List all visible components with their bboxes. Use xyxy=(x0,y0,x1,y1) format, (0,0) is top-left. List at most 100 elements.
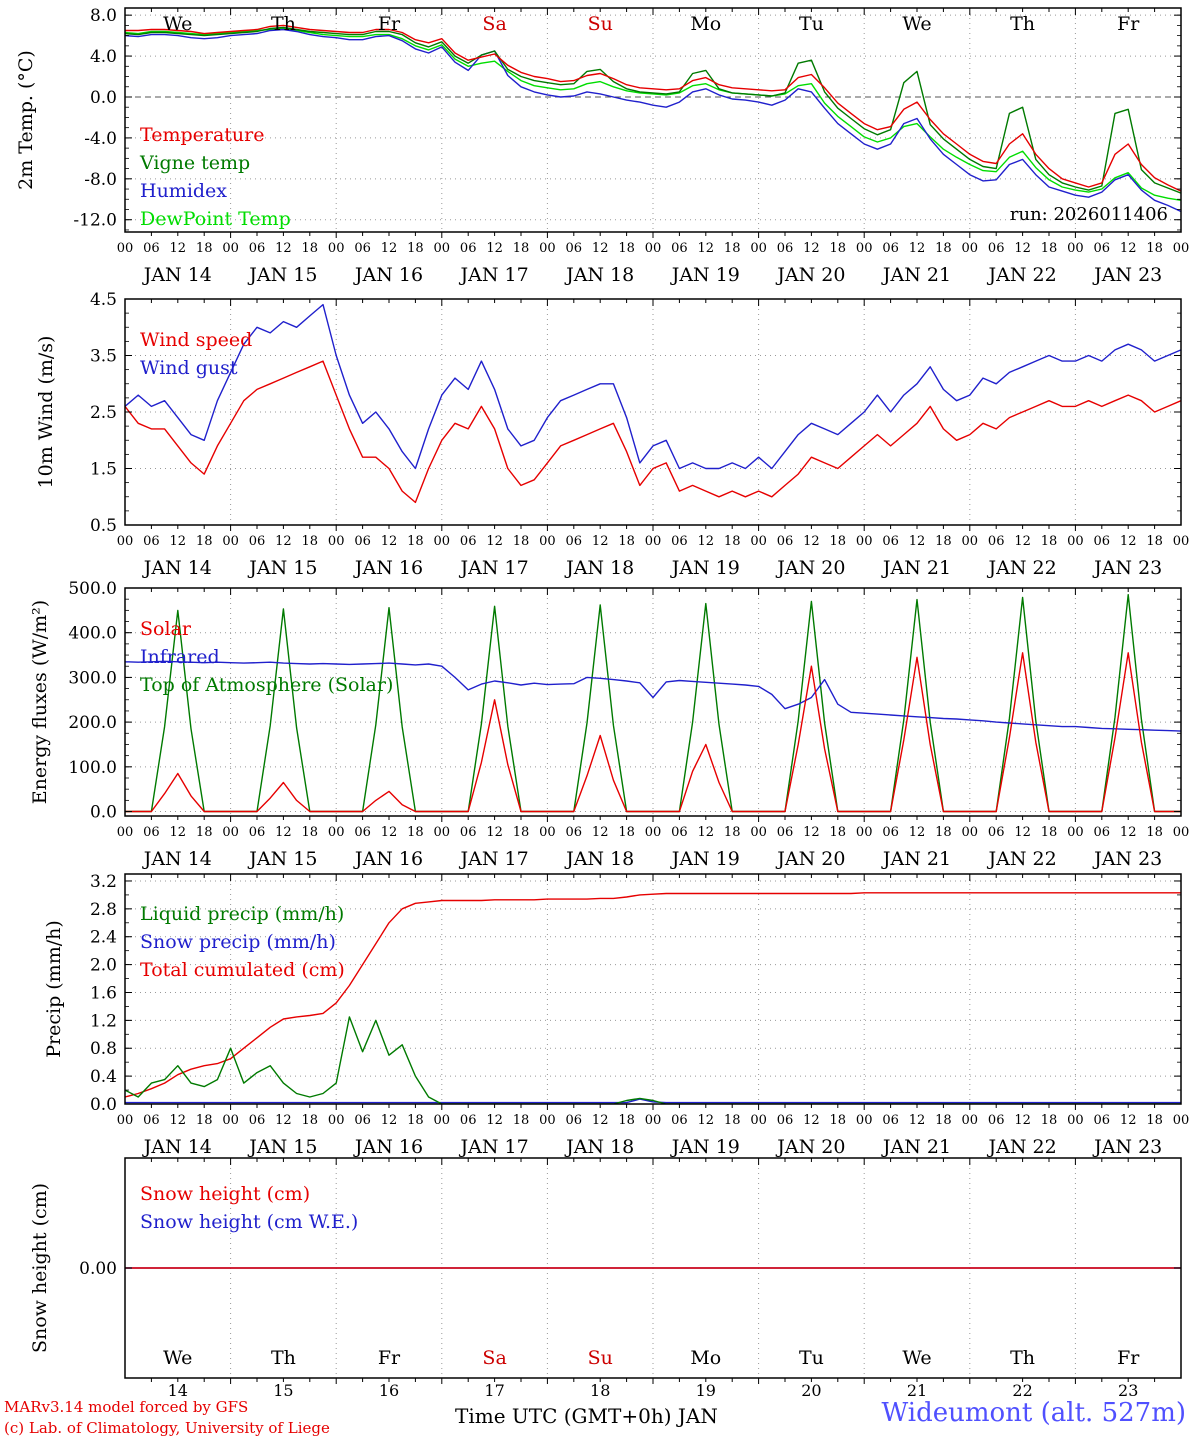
day-name: Th xyxy=(1010,1347,1035,1369)
tick-label: 0.00 xyxy=(79,1259,117,1279)
date-label: 16 xyxy=(379,1381,399,1400)
day-name: Fr xyxy=(1117,1347,1140,1369)
tick-label: 06 xyxy=(988,1113,1005,1128)
tick-label: 12 xyxy=(592,1113,609,1128)
tick-label: 1.6 xyxy=(90,983,117,1003)
date-label: 17 xyxy=(484,1381,504,1400)
tick-label: 12 xyxy=(1120,241,1137,256)
tick-label: 12 xyxy=(170,534,187,549)
tick-label: 00 xyxy=(222,825,239,840)
legend-item-dewpoint: DewPoint Temp xyxy=(140,208,291,230)
ylabel-temperature: 2m Temp. (°C) xyxy=(15,50,37,190)
temperature-legend: Temperature Vigne temp Humidex DewPoint … xyxy=(140,121,291,233)
date-label: JAN 21 xyxy=(881,848,951,870)
tick-label: 00 xyxy=(117,534,134,549)
tick-label: 12 xyxy=(698,1113,715,1128)
tick-label: 300.0 xyxy=(68,668,117,688)
tick-label: 06 xyxy=(460,1113,477,1128)
tick-label: 0.0 xyxy=(90,803,117,823)
tick-label: 06 xyxy=(143,825,160,840)
tick-label: 06 xyxy=(354,534,371,549)
tick-label: 0.0 xyxy=(90,88,117,108)
tick-label: 06 xyxy=(143,241,160,256)
day-name: We xyxy=(902,1347,931,1369)
tick-label: 06 xyxy=(249,825,266,840)
date-label: JAN 20 xyxy=(775,1136,845,1158)
tick-label: 18 xyxy=(302,1113,319,1128)
date-label: JAN 21 xyxy=(881,1136,951,1158)
tick-label: 18 xyxy=(407,241,424,256)
tick-label: 18 xyxy=(302,534,319,549)
tick-label: 18 xyxy=(196,241,213,256)
tick-label: 12 xyxy=(381,241,398,256)
precip-legend: Liquid precip (mm/h) Snow precip (mm/h) … xyxy=(140,900,345,984)
tick-label: 00 xyxy=(328,1113,345,1128)
tick-label: 12 xyxy=(381,825,398,840)
tick-label: 12 xyxy=(803,1113,820,1128)
tick-label: 12 xyxy=(1120,1113,1137,1128)
tick-label: 100.0 xyxy=(68,758,117,778)
legend-item-temperature: Temperature xyxy=(140,124,265,146)
tick-label: 18 xyxy=(618,241,635,256)
date-label: JAN 20 xyxy=(775,557,845,579)
tick-label: 18 xyxy=(407,534,424,549)
wind-legend: Wind speed Wind gust xyxy=(140,326,252,382)
tick-label: 12 xyxy=(1014,534,1031,549)
tick-label: 00 xyxy=(328,825,345,840)
tick-label: 06 xyxy=(777,534,794,549)
tick-label: 18 xyxy=(830,241,847,256)
tick-label: 06 xyxy=(460,241,477,256)
tick-label: 18 xyxy=(196,1113,213,1128)
date-label: JAN 14 xyxy=(142,848,212,870)
tick-label: 00 xyxy=(434,1113,451,1128)
tick-label: 00 xyxy=(962,1113,979,1128)
tick-label: 06 xyxy=(1094,1113,1111,1128)
day-name: Mo xyxy=(690,1347,721,1369)
ylabel-precip: Precip (mm/h) xyxy=(43,920,65,1058)
tick-label: 3.5 xyxy=(90,347,117,367)
legend-item-snow-height-we: Snow height (cm W.E.) xyxy=(140,1211,359,1233)
tick-label: 06 xyxy=(1094,534,1111,549)
tick-label: 00 xyxy=(856,825,873,840)
date-label: JAN 15 xyxy=(247,557,317,579)
tick-label: 18 xyxy=(407,1113,424,1128)
tick-label: 4.5 xyxy=(90,290,117,310)
tick-label: 12 xyxy=(170,1113,187,1128)
legend-item-toa: Top of Atmosphere (Solar) xyxy=(140,674,394,696)
footer-credit-line-2: (c) Lab. of Climatology, University of L… xyxy=(4,1419,330,1437)
date-label: JAN 14 xyxy=(142,557,212,579)
legend-item-wind-speed: Wind speed xyxy=(140,329,253,351)
tick-label: 06 xyxy=(354,1113,371,1128)
tick-label: 12 xyxy=(1014,241,1031,256)
tick-label: 1.2 xyxy=(90,1011,117,1031)
date-label: JAN 21 xyxy=(881,264,951,286)
date-label: 15 xyxy=(273,1381,293,1400)
tick-label: 400.0 xyxy=(68,624,117,644)
tick-label: 18 xyxy=(724,241,741,256)
tick-label: 18 xyxy=(302,241,319,256)
tick-label: 06 xyxy=(1094,241,1111,256)
legend-item-vigne-temp: Vigne temp xyxy=(140,152,251,174)
date-label: JAN 15 xyxy=(247,1136,317,1158)
tick-label: 06 xyxy=(777,241,794,256)
tick-label: 06 xyxy=(249,241,266,256)
tick-label: 06 xyxy=(143,534,160,549)
date-label: JAN 16 xyxy=(353,264,423,286)
tick-label: 06 xyxy=(354,241,371,256)
tick-label: 500.0 xyxy=(68,579,117,599)
tick-label: 06 xyxy=(671,825,688,840)
series-line xyxy=(125,27,1181,202)
day-name: Fr xyxy=(378,1347,401,1369)
tick-label: 18 xyxy=(1041,241,1058,256)
date-label: JAN 23 xyxy=(1092,848,1162,870)
tick-label: 06 xyxy=(1094,825,1111,840)
tick-label: 06 xyxy=(882,241,899,256)
date-label: JAN 18 xyxy=(564,848,634,870)
day-name: Su xyxy=(588,13,613,35)
tick-label: 18 xyxy=(618,534,635,549)
tick-label: 06 xyxy=(671,1113,688,1128)
tick-label: 2.8 xyxy=(90,900,117,920)
tick-label: 18 xyxy=(935,1113,952,1128)
series-line xyxy=(125,24,1181,192)
